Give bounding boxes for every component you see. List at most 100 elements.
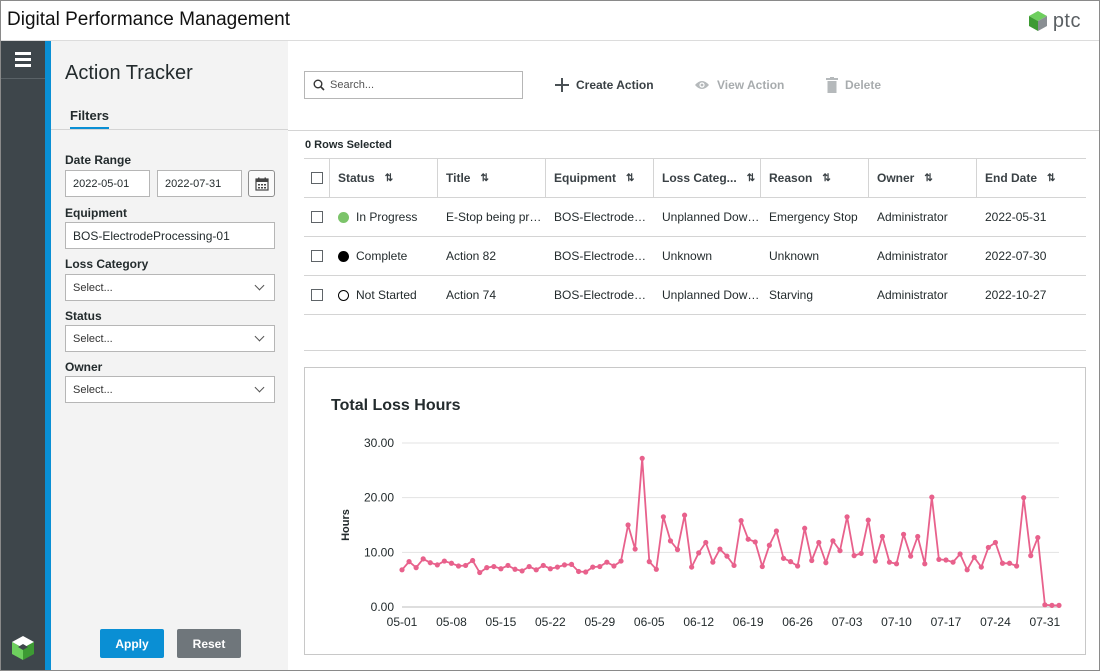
sort-icon[interactable]: ⇅ [626, 172, 635, 184]
column-header-loss-category[interactable]: Loss Categ... ⇅ [654, 159, 761, 197]
data-point [710, 559, 716, 565]
x-tick-label: 06-12 [683, 615, 714, 629]
row-select[interactable] [304, 237, 330, 275]
data-point [1042, 602, 1048, 608]
y-tick-label: 0.00 [371, 600, 395, 614]
end-date-cell: 2022-07-30 [977, 237, 1086, 275]
row-select[interactable] [304, 198, 330, 236]
data-point [498, 566, 504, 572]
equipment-field[interactable] [65, 222, 275, 249]
row-select[interactable] [304, 276, 330, 314]
status-select[interactable]: Select... [65, 325, 275, 352]
owner-text: Administrator [877, 210, 948, 224]
equipment-label: Equipment [65, 206, 127, 220]
chevron-down-icon [254, 382, 265, 393]
loss-category-text: Unknown [662, 249, 713, 263]
data-point [1014, 563, 1020, 569]
ptc-cube-icon[interactable] [10, 635, 36, 661]
column-header-status[interactable]: Status ⇅ [330, 159, 438, 197]
status-text: In Progress [356, 210, 418, 224]
calendar-button[interactable] [248, 170, 275, 197]
search-input[interactable] [330, 79, 510, 91]
owner-value: Select... [73, 383, 113, 396]
owner-cell: Administrator [869, 237, 977, 275]
column-header-label: Title [446, 171, 471, 185]
status-value: Select... [73, 332, 113, 345]
y-tick-label: 20.00 [364, 491, 394, 505]
sort-icon[interactable]: ⇅ [480, 172, 489, 184]
apply-button[interactable]: Apply [100, 629, 164, 658]
sort-icon[interactable]: ⇅ [924, 172, 933, 184]
data-point [886, 559, 893, 565]
actions-grid: Status ⇅ Title ⇅ Equipment ⇅ Loss Categ... ⇅… [304, 158, 1086, 315]
column-header-owner[interactable]: Owner ⇅ [869, 159, 977, 197]
data-point [787, 559, 794, 565]
data-point [766, 542, 772, 548]
hamburger-icon-bar [15, 64, 31, 67]
reason-cell: Unknown [761, 237, 869, 275]
data-point [696, 550, 702, 556]
reset-button[interactable]: Reset [177, 629, 241, 658]
x-tick-label: 05-15 [486, 615, 517, 629]
data-point [625, 522, 631, 528]
data-point [646, 559, 652, 565]
column-header-end-date[interactable]: End Date ⇅ [977, 159, 1086, 197]
grid-header-row: Status ⇅ Title ⇅ Equipment ⇅ Loss Categ... ⇅… [304, 158, 1086, 198]
sort-icon[interactable]: ⇅ [746, 172, 756, 184]
owner-cell: Administrator [869, 198, 977, 236]
table-row[interactable]: In Progress E-Stop being pressed BOS-Ele… [304, 198, 1086, 237]
equipment-text: BOS-ElectrodeProcessing-01 [554, 210, 654, 224]
nav-rail [1, 41, 45, 670]
header-select-all[interactable] [304, 159, 330, 197]
x-tick-label: 05-22 [535, 615, 566, 629]
chevron-down-icon [254, 280, 265, 291]
title-cell: Action 74 [438, 276, 546, 314]
data-point [717, 546, 723, 552]
column-header-equipment[interactable]: Equipment ⇅ [546, 159, 654, 197]
row-checkbox[interactable] [311, 250, 323, 262]
status-text: Complete [356, 249, 408, 263]
end-date-text: 2022-07-30 [985, 249, 1047, 263]
owner-cell: Administrator [869, 276, 977, 314]
owner-select[interactable]: Select... [65, 376, 275, 403]
data-point [915, 533, 921, 540]
date-from-input[interactable] [65, 170, 150, 197]
data-point [1028, 553, 1034, 559]
owner-text: Administrator [877, 288, 948, 302]
data-point [441, 558, 447, 564]
sort-icon[interactable]: ⇅ [384, 172, 394, 184]
row-checkbox[interactable] [311, 289, 323, 301]
loss-category-label: Loss Category [65, 257, 149, 271]
search-box[interactable] [304, 71, 523, 99]
date-range-label: Date Range [65, 153, 132, 167]
data-point [759, 563, 765, 570]
data-point [865, 517, 871, 523]
table-row[interactable]: Complete Action 82 BOS-ElectrodeProcessi… [304, 237, 1086, 276]
page-title: Action Tracker [65, 62, 193, 84]
data-point [674, 547, 681, 553]
create-action-button[interactable]: Create Action [555, 74, 654, 96]
x-tick-label: 05-08 [436, 615, 467, 629]
x-tick-label: 07-24 [980, 615, 1011, 629]
hamburger-menu-button[interactable] [1, 41, 45, 79]
status-cell: Not Started [330, 276, 438, 314]
data-point [780, 555, 787, 561]
sort-icon[interactable]: ⇅ [1047, 172, 1056, 184]
reason-text: Emergency Stop [769, 210, 858, 224]
row-checkbox[interactable] [311, 211, 323, 223]
sort-icon[interactable]: ⇅ [822, 172, 831, 184]
column-header-reason[interactable]: Reason ⇅ [761, 159, 869, 197]
tab-filters[interactable]: Filters [70, 108, 110, 129]
date-to-input[interactable] [157, 170, 242, 197]
select-all-checkbox[interactable] [311, 172, 323, 184]
data-point [879, 533, 885, 540]
delete-button[interactable]: Delete [826, 74, 881, 96]
data-point [639, 455, 645, 461]
data-point [978, 564, 984, 570]
loss-category-select[interactable]: Select... [65, 274, 275, 301]
column-header-title[interactable]: Title ⇅ [438, 159, 546, 197]
view-action-button[interactable]: View Action [694, 74, 784, 96]
table-row[interactable]: Not Started Action 74 BOS-ElectrodeProce… [304, 276, 1086, 315]
x-tick-label: 07-31 [1030, 615, 1061, 629]
status-complete-icon [338, 250, 349, 262]
